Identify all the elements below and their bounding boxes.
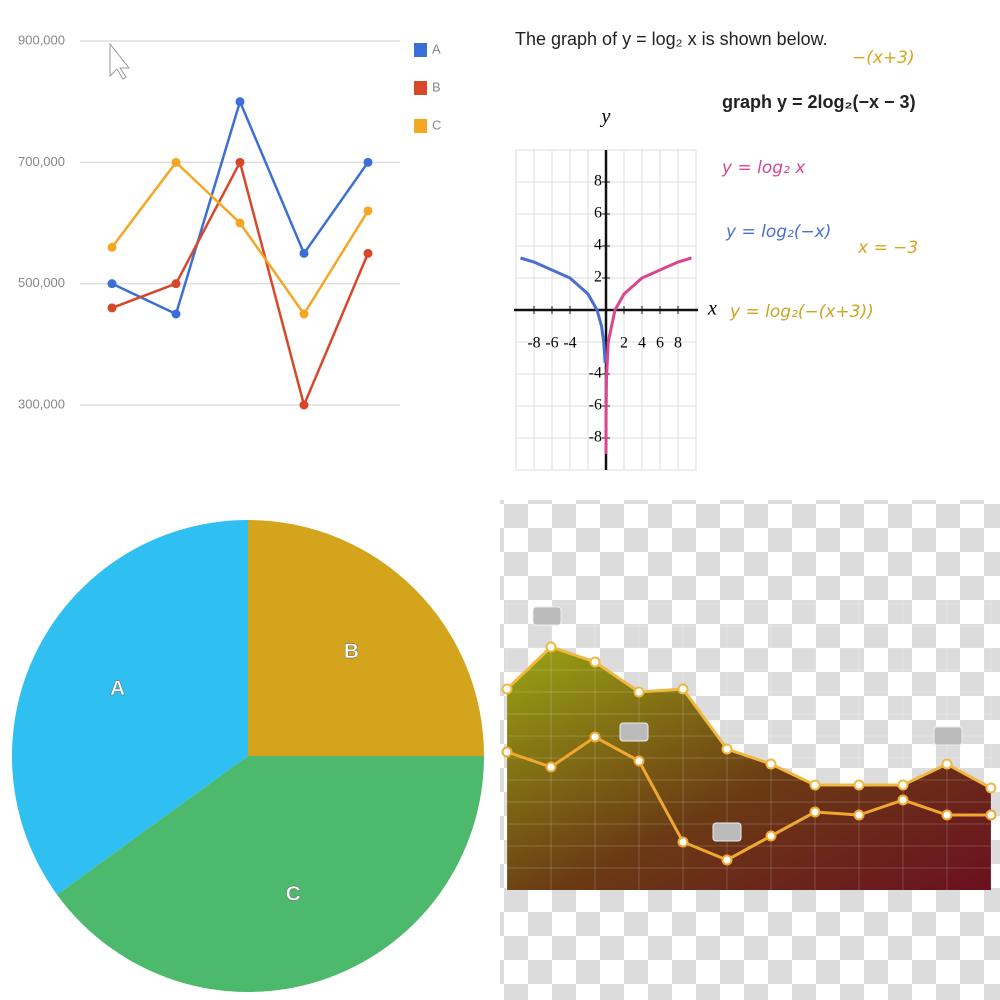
point bbox=[765, 830, 777, 842]
slice-label: A bbox=[110, 677, 125, 700]
point bbox=[941, 758, 953, 770]
annotation: −(x+3) bbox=[852, 48, 915, 68]
point bbox=[299, 400, 309, 410]
x-tick-label: -4 bbox=[563, 335, 576, 352]
legend-swatch bbox=[414, 81, 427, 95]
slice-label: C bbox=[286, 883, 301, 906]
point bbox=[809, 779, 821, 791]
point bbox=[107, 303, 117, 313]
x-tick-label: -6 bbox=[545, 335, 558, 352]
point bbox=[853, 779, 865, 791]
y-tick-label: 2 bbox=[594, 269, 602, 286]
point bbox=[985, 809, 997, 821]
legend-swatch bbox=[414, 119, 427, 133]
y-tick-label: 900,000 bbox=[18, 32, 65, 47]
point bbox=[171, 157, 181, 167]
point bbox=[897, 794, 909, 806]
point bbox=[545, 761, 557, 773]
cursor bbox=[109, 42, 131, 80]
point bbox=[677, 683, 689, 695]
point bbox=[941, 809, 953, 821]
pie-slice bbox=[12, 520, 249, 895]
legend-label: A bbox=[432, 41, 441, 56]
point bbox=[589, 731, 601, 743]
point bbox=[363, 206, 373, 216]
point bbox=[809, 806, 821, 818]
point bbox=[765, 758, 777, 770]
pie-slice bbox=[57, 756, 484, 993]
y-tick-label: -8 bbox=[589, 429, 602, 446]
y-tick-label: -6 bbox=[589, 397, 602, 414]
point bbox=[545, 641, 557, 653]
line bbox=[111, 160, 370, 317]
point bbox=[235, 97, 245, 107]
y-tick-label: 8 bbox=[594, 173, 602, 190]
curve bbox=[520, 256, 607, 363]
point bbox=[589, 656, 601, 668]
point bbox=[853, 809, 865, 821]
point bbox=[171, 279, 181, 289]
legend-swatch bbox=[414, 43, 427, 57]
point bbox=[985, 782, 997, 794]
x-tick-label: -8 bbox=[527, 335, 540, 352]
line bbox=[506, 735, 991, 862]
area-fill bbox=[507, 647, 991, 890]
line bbox=[111, 97, 370, 316]
x-axis-label: x bbox=[707, 298, 717, 320]
x-tick-label: 6 bbox=[656, 335, 664, 352]
x-tick-label: 4 bbox=[638, 335, 646, 352]
point bbox=[897, 779, 909, 791]
point bbox=[171, 309, 181, 319]
annotation: y = log₂ x bbox=[721, 158, 806, 178]
slice-label: B bbox=[344, 640, 359, 663]
point bbox=[501, 746, 513, 758]
point bbox=[299, 248, 309, 258]
point bbox=[235, 218, 245, 228]
point bbox=[633, 755, 645, 767]
point bbox=[107, 242, 117, 252]
y-tick-label: 500,000 bbox=[18, 275, 65, 290]
tooltips bbox=[532, 606, 963, 842]
y-tick-label: -4 bbox=[589, 365, 602, 382]
annotation: graph y = 2log₂(−x − 3) bbox=[722, 92, 916, 112]
annotation: y = log₂(−x) bbox=[725, 222, 831, 242]
point bbox=[721, 854, 733, 866]
legend-label: B bbox=[432, 79, 441, 94]
annotation: x = −3 bbox=[857, 238, 918, 258]
point bbox=[363, 248, 373, 258]
point bbox=[633, 686, 645, 698]
point bbox=[363, 157, 373, 167]
point bbox=[721, 743, 733, 755]
point bbox=[501, 683, 513, 695]
x-tick-label: 2 bbox=[620, 335, 628, 352]
y-tick-label: 300,000 bbox=[18, 396, 65, 411]
x-tick-label: 8 bbox=[674, 335, 682, 352]
y-tick-label: 6 bbox=[594, 205, 602, 222]
title: The graph of y = log₂ x is shown below. bbox=[515, 29, 828, 49]
curve bbox=[604, 256, 692, 455]
point bbox=[235, 157, 245, 167]
legend-label: C bbox=[432, 117, 441, 132]
point bbox=[107, 279, 117, 289]
point bbox=[677, 836, 689, 848]
area-line bbox=[505, 645, 992, 790]
y-axis-label: y bbox=[600, 106, 611, 128]
y-tick-label: 4 bbox=[594, 237, 602, 254]
point bbox=[299, 309, 309, 319]
annotation: y = log₂(−(x+3)) bbox=[729, 302, 874, 322]
pie-slice bbox=[248, 520, 484, 756]
y-tick-label: 700,000 bbox=[18, 154, 65, 169]
